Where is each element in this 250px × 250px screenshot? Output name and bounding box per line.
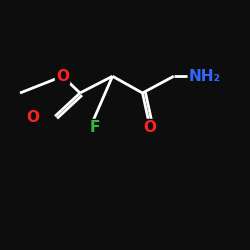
Text: O: O (26, 110, 39, 125)
Text: O: O (56, 69, 69, 84)
Text: O: O (144, 120, 156, 135)
Text: NH₂: NH₂ (189, 69, 221, 84)
Text: F: F (90, 120, 100, 135)
